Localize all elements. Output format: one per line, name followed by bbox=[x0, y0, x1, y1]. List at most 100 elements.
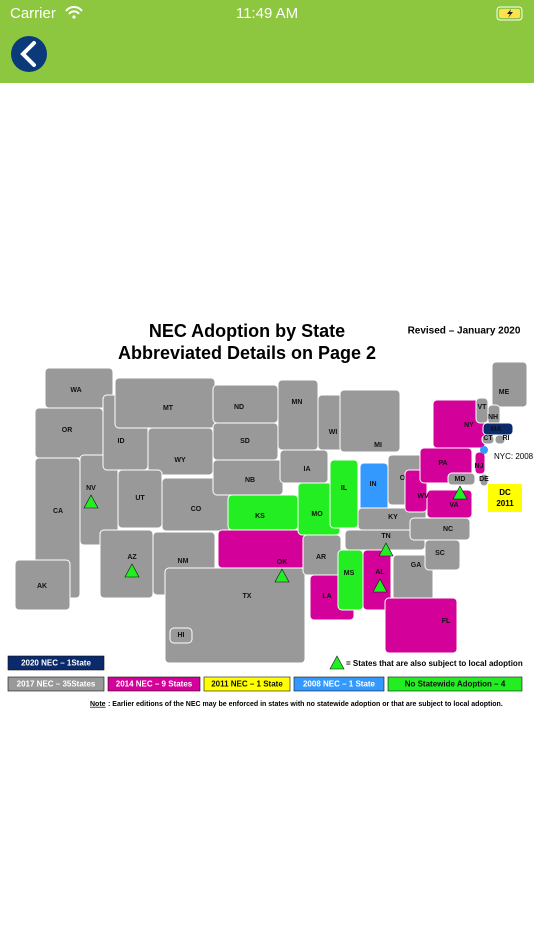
nyc-label: NYC: 2008 bbox=[494, 452, 534, 461]
state-label: CO bbox=[191, 506, 202, 513]
state-label: AZ bbox=[127, 554, 137, 561]
time: 11:49 AM bbox=[236, 5, 298, 22]
revised: Revised – January 2020 bbox=[408, 326, 521, 337]
state-label: RI bbox=[503, 435, 510, 442]
state-shape bbox=[329, 459, 359, 529]
state-label: VT bbox=[478, 404, 488, 411]
state-label: SD bbox=[240, 438, 250, 445]
carrier: Carrier bbox=[10, 5, 56, 22]
state-label: WY bbox=[174, 457, 186, 464]
state-label: MD bbox=[455, 476, 466, 483]
header-bar bbox=[0, 0, 534, 83]
note-text: : Earlier editions of the NEC may be enf… bbox=[108, 701, 503, 708]
nyc-dot bbox=[480, 446, 488, 454]
legend-swatch bbox=[203, 676, 291, 692]
state-label: IN bbox=[370, 481, 377, 488]
back-button[interactable] bbox=[11, 36, 47, 72]
state-label: WV bbox=[417, 493, 429, 500]
state-label: NB bbox=[245, 477, 255, 484]
state-label: CA bbox=[53, 508, 63, 515]
legend-swatch bbox=[387, 676, 523, 692]
state-shape bbox=[447, 472, 476, 486]
battery-icon bbox=[496, 6, 523, 21]
legend-label: 2008 NEC – 1 State bbox=[303, 680, 376, 689]
state-label: ID bbox=[118, 438, 125, 445]
state-label: MO bbox=[311, 511, 323, 518]
state-shape bbox=[114, 377, 216, 429]
state-label: MA bbox=[491, 426, 502, 433]
state-label: VA bbox=[449, 502, 458, 509]
state-label: MN bbox=[292, 399, 303, 406]
state-label: AR bbox=[316, 554, 326, 561]
state-label: HI bbox=[178, 632, 185, 639]
wifi-dot bbox=[72, 15, 76, 19]
state-label: MT bbox=[163, 405, 174, 412]
state-shape bbox=[409, 517, 471, 541]
state-shape bbox=[362, 549, 392, 611]
state-label: NM bbox=[178, 558, 189, 565]
local-adoption-triangle bbox=[378, 542, 394, 557]
state-label: AL bbox=[375, 569, 385, 576]
state-shape bbox=[494, 434, 506, 445]
state-shape bbox=[359, 462, 389, 514]
legend-label: 2017 NEC – 35States bbox=[17, 680, 96, 689]
state-label: MS bbox=[344, 570, 355, 577]
state-label: NY bbox=[464, 422, 474, 429]
state-label: IL bbox=[341, 485, 348, 492]
state-label: MI bbox=[374, 442, 382, 449]
state-label: NJ bbox=[475, 463, 484, 470]
local-adoption-triangle bbox=[372, 578, 388, 593]
state-label: AK bbox=[37, 583, 47, 590]
legend-label: 2020 NEC – 1State bbox=[21, 659, 91, 668]
state-label: FL bbox=[442, 618, 451, 625]
state-label: NC bbox=[443, 526, 453, 533]
local-adoption-triangle bbox=[124, 563, 140, 578]
back-arrow[interactable] bbox=[20, 41, 36, 67]
legend-label: 2011 NEC – 1 State bbox=[211, 680, 283, 689]
state-label: GA bbox=[411, 562, 422, 569]
state-label: TN bbox=[381, 533, 390, 540]
legend: 2020 NEC – 1State 2017 NEC – 35States 2014… bbox=[7, 655, 523, 692]
state-shape bbox=[474, 451, 486, 475]
state-label: CT bbox=[483, 435, 493, 442]
state-shape bbox=[337, 549, 364, 611]
state-label: OR bbox=[62, 427, 73, 434]
state-shape bbox=[481, 434, 495, 445]
state-label: ME bbox=[499, 389, 510, 396]
state-label: UT bbox=[135, 495, 145, 502]
legend-triangle-label: = States that are also subject to local … bbox=[346, 659, 523, 668]
state-label: DE bbox=[479, 476, 489, 483]
state-shape bbox=[217, 529, 306, 569]
local-adoption-triangle bbox=[83, 494, 99, 509]
legend-swatch bbox=[293, 676, 385, 692]
state-shape bbox=[491, 361, 528, 408]
dc-label: DC bbox=[499, 488, 511, 497]
map-subtitle: Abbreviated Details on Page 2 bbox=[118, 343, 376, 363]
state-label: NV bbox=[86, 485, 96, 492]
map-title: NEC Adoption by State bbox=[149, 321, 345, 341]
legend-swatch bbox=[7, 676, 105, 692]
state-shape bbox=[147, 427, 214, 476]
legend-label: No Statewide Adoption – 4 bbox=[405, 680, 506, 689]
state-label: WA bbox=[70, 387, 81, 394]
state-shape bbox=[277, 379, 319, 451]
state-shape bbox=[14, 559, 71, 611]
state-label: SC bbox=[435, 550, 445, 557]
note-lead: Note bbox=[90, 701, 106, 708]
state-label: KS bbox=[255, 513, 265, 520]
state-label: OK bbox=[277, 559, 288, 566]
state-shape bbox=[479, 473, 489, 487]
state-label: LA bbox=[322, 593, 331, 600]
us-map: WA OR CA NV ID MT WY UT CO AZ NM ND SD NB KS OK TX MN IA MO… bbox=[14, 361, 534, 664]
state-label: WI bbox=[329, 429, 338, 436]
state-label: IA bbox=[304, 466, 311, 473]
charging-bolt bbox=[507, 9, 513, 18]
state-label: PA bbox=[438, 460, 447, 467]
state-label: TX bbox=[243, 593, 252, 600]
back-circle[interactable] bbox=[11, 36, 47, 72]
state-shape bbox=[339, 389, 401, 453]
local-adoption-triangle bbox=[274, 568, 290, 583]
state-shape bbox=[169, 627, 193, 644]
legend-swatch bbox=[107, 676, 201, 692]
